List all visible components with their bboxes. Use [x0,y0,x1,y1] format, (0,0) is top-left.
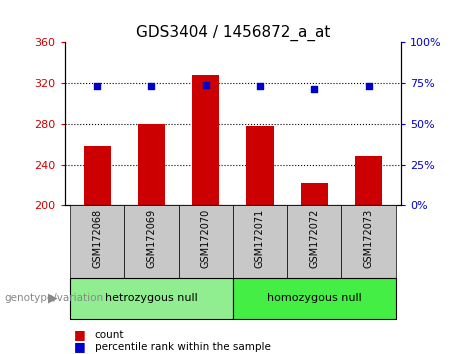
Text: GSM172071: GSM172071 [255,209,265,268]
Text: GSM172073: GSM172073 [364,209,373,268]
Bar [83,146,111,205]
Text: GSM172068: GSM172068 [92,209,102,268]
Bar [70,278,233,319]
Point [148,83,155,88]
Text: ■: ■ [74,328,85,341]
Text: GSM172072: GSM172072 [309,209,319,268]
Bar [70,205,124,278]
Bar [341,205,396,278]
Text: genotype/variation: genotype/variation [5,293,104,303]
Bar [233,205,287,278]
Point [311,86,318,92]
Text: homozygous null: homozygous null [267,293,361,303]
Bar [301,183,328,205]
Bar [355,156,382,205]
Text: percentile rank within the sample: percentile rank within the sample [95,342,271,352]
Bar [233,278,396,319]
Point [202,82,209,88]
Text: GSM172069: GSM172069 [147,209,156,268]
Bar [178,205,233,278]
Bar [124,205,178,278]
Bar [138,124,165,205]
Text: ■: ■ [74,341,85,353]
Text: hetrozygous null: hetrozygous null [105,293,198,303]
Bar [192,75,219,205]
Text: ▶: ▶ [48,292,58,305]
Bar [287,205,341,278]
Title: GDS3404 / 1456872_a_at: GDS3404 / 1456872_a_at [136,25,330,41]
Text: GSM172070: GSM172070 [201,209,211,268]
Text: count: count [95,330,124,339]
Point [94,83,101,88]
Point [365,84,372,89]
Point [256,83,264,88]
Bar [246,126,273,205]
